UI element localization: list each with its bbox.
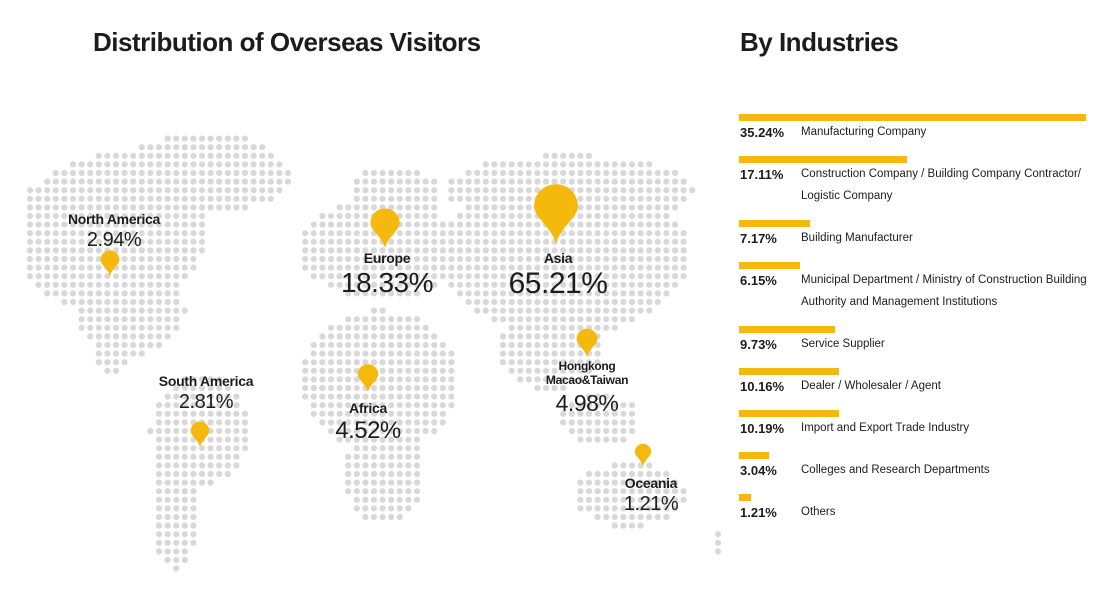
industry-percent: 6.15% — [740, 273, 777, 288]
industry-percent: 10.16% — [740, 379, 785, 394]
industry-percent: 17.11% — [740, 167, 784, 182]
industry-row: 1.21% Others — [739, 494, 1099, 536]
industry-row: 6.15% Municipal Department / Ministry of … — [739, 262, 1099, 326]
industry-label: Municipal Department / Ministry of Const… — [801, 274, 1087, 308]
industry-percent: 9.73% — [740, 337, 777, 352]
region-percent: 4.52% — [335, 417, 401, 444]
industry-bar — [739, 262, 800, 269]
industry-row: 17.11% Construction Company / Building Co… — [739, 156, 1099, 220]
industry-percent: 10.19% — [740, 421, 785, 436]
map-pin-oceania — [634, 443, 652, 466]
industry-row: 7.17% Building Manufacturer — [739, 220, 1099, 262]
industry-percent: 1.21% — [740, 505, 777, 520]
world-dot-map — [26, 135, 722, 572]
industries-bar-chart: 35.24% Manufacturing Company 17.11% Constr… — [739, 114, 1099, 536]
industry-label: Dealer / Wholesaler / Agent — [801, 380, 941, 392]
region-name: Asia — [543, 250, 573, 266]
industry-percent: 3.04% — [740, 463, 777, 478]
industry-label: Service Supplier — [801, 338, 885, 350]
map-pin-hongkong — [576, 328, 598, 357]
industry-bar — [739, 410, 839, 417]
region-name: Hongkong — [558, 359, 616, 373]
region-percent: 18.33% — [341, 267, 433, 298]
region-name: Oceania — [624, 475, 678, 491]
region-percent: 1.21% — [623, 493, 679, 515]
industry-row: 35.24% Manufacturing Company — [739, 114, 1099, 156]
map-pin-africa — [357, 364, 379, 392]
industry-bar — [739, 368, 839, 375]
industry-bar — [739, 156, 907, 163]
industry-percent: 35.24% — [740, 125, 785, 140]
industry-label: Colleges and Research Departments — [801, 464, 990, 476]
region-oceania: Oceania 1.21% — [623, 475, 679, 515]
region-name: Africa — [349, 400, 387, 416]
region-asia: Asia 65.21% — [509, 251, 608, 299]
map-pin-south-america — [190, 421, 210, 447]
region-name: Europe — [363, 250, 411, 266]
region-name: South America — [158, 373, 254, 389]
map-pin-north-america — [100, 250, 120, 276]
region-europe: Europe 18.33% — [341, 251, 433, 297]
industries-title: By Industries — [740, 27, 899, 57]
region-name: North America — [67, 211, 161, 227]
map-title: Distribution of Overseas Visitors — [93, 27, 481, 57]
industry-row: 10.16% Dealer / Wholesaler / Agent — [739, 368, 1099, 410]
region-south-america: South America 2.81% — [158, 373, 254, 413]
industry-bar — [739, 452, 769, 459]
industry-label: Construction Company / Building Company … — [801, 168, 1081, 202]
industry-bar — [739, 326, 835, 333]
industry-label: Building Manufacturer — [801, 232, 913, 244]
region-percent: 2.81% — [178, 391, 234, 413]
region-percent: 4.98% — [555, 389, 619, 416]
industry-label: Import and Export Trade Industry — [801, 422, 970, 434]
region-africa: Africa 4.52% — [335, 401, 401, 443]
region-hongkong-macao-taiwan: Hongkong Macao&Taiwan 4.98% — [545, 359, 629, 416]
region-name: Macao&Taiwan — [545, 373, 629, 388]
industry-label: Manufacturing Company — [801, 126, 927, 138]
industry-row: 9.73% Service Supplier — [739, 326, 1099, 368]
region-north-america: North America 2.94% — [68, 212, 160, 250]
map-pin-europe — [370, 208, 400, 248]
map-pin-asia — [534, 184, 578, 244]
industry-percent: 7.17% — [740, 231, 777, 246]
industry-label: Others — [801, 506, 836, 518]
industry-row: 3.04% Colleges and Research Departments — [739, 452, 1099, 494]
region-percent: 2.94% — [86, 229, 142, 251]
industry-bar — [739, 114, 1086, 121]
industry-bar — [739, 220, 810, 227]
industry-bar — [739, 494, 751, 501]
region-percent: 65.21% — [508, 267, 608, 300]
industry-row: 10.19% Import and Export Trade Industry — [739, 410, 1099, 452]
